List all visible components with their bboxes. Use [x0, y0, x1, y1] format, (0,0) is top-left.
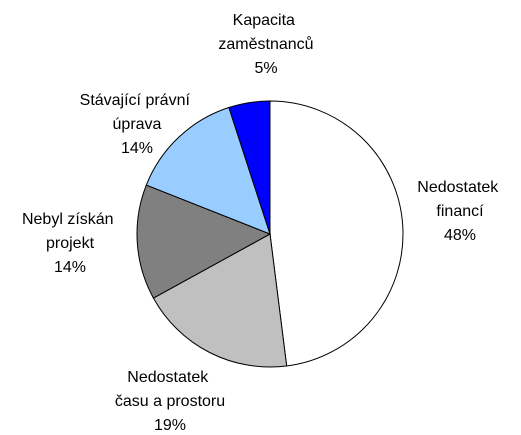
slice-value-label: 14% [121, 140, 153, 157]
label-line: zaměstnanců [218, 35, 313, 53]
slice-value-label: 48% [444, 227, 476, 244]
label-line: Nebyl získán [22, 211, 118, 228]
label-line: času a prostoru [115, 393, 225, 410]
slice-value-label: 5% [254, 60, 277, 77]
slice-label: Stávající právní úprava [80, 92, 195, 133]
label-line: Stávající právní [80, 92, 195, 109]
pie-slice [228, 100, 271, 235]
label-line: financí [436, 203, 484, 220]
pie-slice [136, 184, 272, 299]
slice-label: Kapacita zaměstnanců [218, 12, 313, 53]
slice-value-label: 19% [154, 417, 186, 434]
label-line: Kapacita [233, 12, 300, 29]
label-line: Nedostatek [127, 369, 212, 386]
pie-slice [269, 100, 404, 367]
slice-value-label: 14% [54, 259, 86, 276]
label-line: úprava [113, 116, 162, 133]
label-line: Nedostatek [417, 179, 502, 196]
label-line: projekt [46, 235, 95, 252]
pie-slice [152, 233, 288, 368]
slice-label: Nedostatek financí [417, 179, 502, 220]
slice-label: Nebyl získán projekt [22, 211, 118, 252]
slice-label: Nedostatek času a prostoru [115, 369, 225, 410]
